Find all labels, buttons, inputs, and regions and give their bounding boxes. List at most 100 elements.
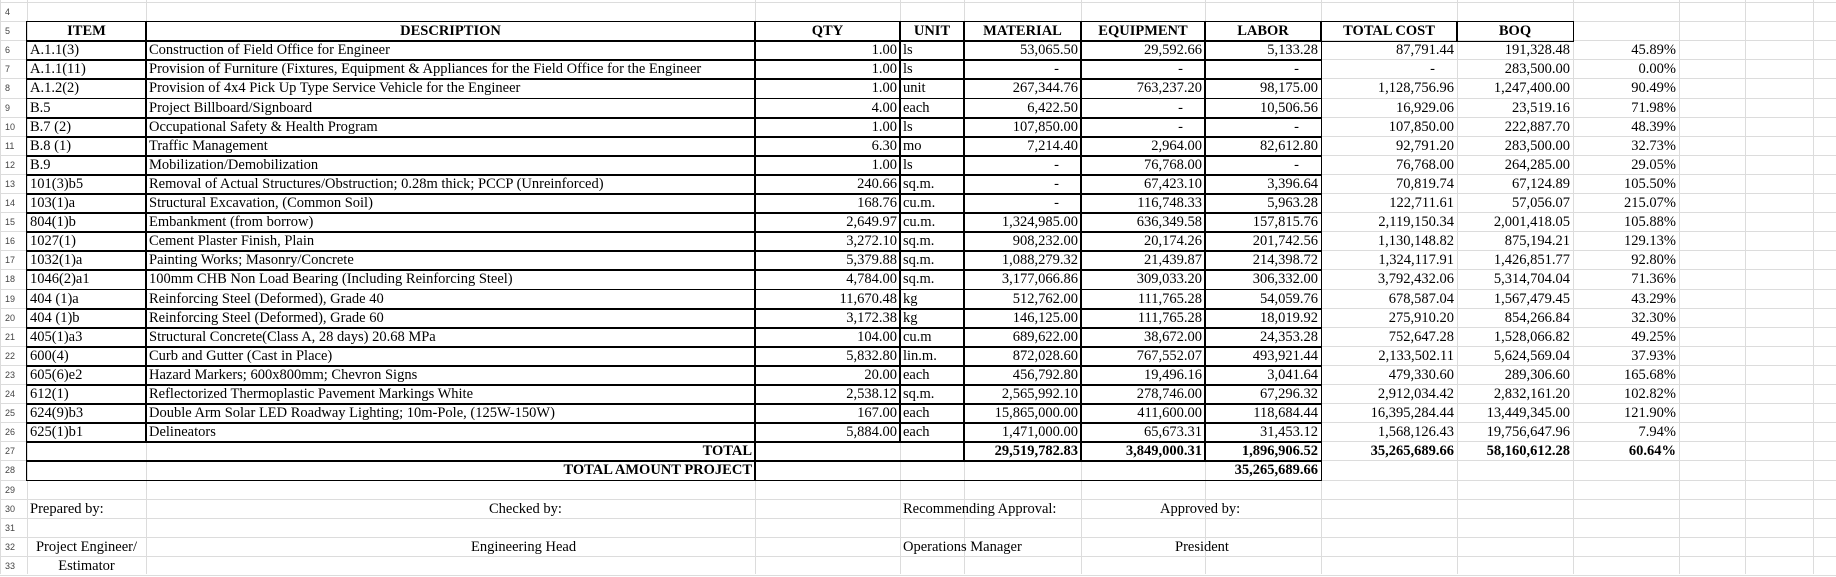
labor-cell[interactable]: 493,921.44 [1204,346,1322,367]
row-number[interactable]: 14 [5,198,16,208]
unit-cell[interactable]: cu.m. [899,212,965,233]
equipment-cell[interactable]: - [1080,98,1206,119]
boq-cell[interactable]: 1,567,479.45 [1493,291,1570,307]
total-cost-cell[interactable]: 1,128,756.96 [1377,80,1454,96]
row-number[interactable]: 10 [5,122,16,132]
total-cost-cell[interactable]: 70,819.74 [1396,176,1454,192]
qty-cell[interactable]: 5,832.80 [754,346,901,367]
material-cell[interactable]: 512,762.00 [963,289,1082,310]
row-number[interactable]: 4 [5,7,11,17]
equipment-cell[interactable]: - [1080,117,1206,138]
percentage-cell[interactable]: 90.49% [1631,80,1676,96]
total-cost-cell[interactable]: 2,119,150.34 [1378,214,1454,230]
description-cell[interactable]: Reinforcing Steel (Deformed), Grade 40 [145,289,756,310]
total-cost-cell[interactable]: 16,395,284.44 [1370,405,1454,421]
material-cell[interactable]: 15,865,000.00 [963,403,1082,424]
item-code-cell[interactable]: B.5 [26,98,147,119]
description-cell[interactable]: Removal of Actual Structures/Obstruction… [145,174,756,195]
item-code-cell[interactable]: B.9 [26,155,147,176]
equipment-cell[interactable]: 309,033.20 [1080,269,1206,290]
qty-cell[interactable]: 6.30 [754,136,901,157]
percentage-cell[interactable]: 105.50% [1624,176,1676,192]
row-number[interactable]: 28 [5,465,16,475]
item-code-cell[interactable]: 404 (1)b [26,308,147,329]
item-code-cell[interactable]: 101(3)b5 [26,174,147,195]
labor-cell[interactable]: 3,041.64 [1204,365,1322,386]
column-header-boq[interactable]: BOQ [1456,21,1574,42]
equipment-cell[interactable]: 19,496.16 [1080,365,1206,386]
description-cell[interactable]: Delineators [145,422,756,443]
boq-cell[interactable]: 1,247,400.00 [1493,80,1570,96]
labor-cell[interactable]: 31,453.12 [1204,422,1322,443]
description-cell[interactable]: Painting Works; Masonry/Concrete [145,250,756,271]
percentage-cell[interactable]: 71.98% [1631,100,1676,116]
percentage-cell[interactable]: 165.68% [1624,367,1676,383]
total-cost-cell[interactable]: 275,910.20 [1388,310,1454,326]
qty-cell[interactable]: 240.66 [754,174,901,195]
equipment-cell[interactable]: 20,174.26 [1080,231,1206,252]
row-number[interactable]: 26 [5,427,16,437]
row-number[interactable]: 24 [5,389,16,399]
item-code-cell[interactable]: 625(1)b1 [26,422,147,443]
total-cost-cell[interactable]: 3,792,432.06 [1377,271,1454,287]
material-cell[interactable]: - [963,193,1082,214]
qty-cell[interactable]: 168.76 [754,193,901,214]
item-code-cell[interactable]: 1046(2)a1 [26,269,147,290]
labor-cell[interactable]: - [1204,59,1322,80]
item-code-cell[interactable]: 804(1)b [26,212,147,233]
qty-cell[interactable]: 1.00 [754,78,901,99]
item-code-cell[interactable]: A.1.1(11) [26,59,147,80]
row-number[interactable]: 32 [5,542,16,552]
material-cell[interactable]: 1,471,000.00 [963,422,1082,443]
boq-cell[interactable]: 222,887.70 [1504,119,1570,135]
unit-cell[interactable]: kg [899,289,965,310]
qty-cell[interactable]: 5,884.00 [754,422,901,443]
equipment-cell[interactable]: - [1080,59,1206,80]
total-cost-cell[interactable]: 76,768.00 [1396,157,1454,173]
description-cell[interactable]: Provision of 4x4 Pick Up Type Service Ve… [145,78,756,99]
equipment-cell[interactable]: 76,768.00 [1080,155,1206,176]
unit-cell[interactable]: ls [899,155,965,176]
row-number[interactable]: 19 [5,294,16,304]
qty-cell[interactable]: 104.00 [754,327,901,348]
row-number[interactable]: 15 [5,217,16,227]
item-code-cell[interactable]: B.7 (2) [26,117,147,138]
percentage-cell[interactable]: 49.25% [1631,329,1676,345]
unit-cell[interactable]: sq.m. [899,174,965,195]
description-cell[interactable]: Traffic Management [145,136,756,157]
total-cost-cell[interactable]: 1,324,117.91 [1378,252,1454,268]
material-cell[interactable]: 872,028.60 [963,346,1082,367]
item-code-cell[interactable]: 605(6)e2 [26,365,147,386]
qty-cell[interactable]: 20.00 [754,365,901,386]
total-boq[interactable]: 58,160,612.28 [1486,443,1570,459]
labor-cell[interactable]: 118,684.44 [1204,403,1322,424]
percentage-cell[interactable]: 0.00% [1638,61,1676,77]
labor-cell[interactable]: 306,332.00 [1204,269,1322,290]
item-code-cell[interactable]: 405(1)a3 [26,327,147,348]
boq-cell[interactable]: 57,056.07 [1512,195,1570,211]
qty-cell[interactable]: 1.00 [754,40,901,61]
unit-cell[interactable]: lin.m. [899,346,965,367]
equipment-cell[interactable]: 636,349.58 [1080,212,1206,233]
material-cell[interactable]: 908,232.00 [963,231,1082,252]
item-code-cell[interactable]: 404 (1)a [26,289,147,310]
description-cell[interactable]: Reflectorized Thermoplastic Pavement Mar… [145,384,756,405]
labor-cell[interactable]: 157,815.76 [1204,212,1322,233]
percentage-cell[interactable]: 29.05% [1631,157,1676,173]
boq-cell[interactable]: 854,266.84 [1504,310,1570,326]
row-number[interactable]: 6 [5,45,11,55]
labor-cell[interactable]: 3,396.64 [1204,174,1322,195]
boq-cell[interactable]: 23,519.16 [1512,100,1570,116]
total-percentage[interactable]: 60.64% [1628,443,1676,459]
percentage-cell[interactable]: 129.13% [1624,233,1676,249]
row-number[interactable]: 13 [5,179,16,189]
unit-cell[interactable]: mo [899,136,965,157]
total-cost-cell[interactable]: 752,647.28 [1388,329,1454,345]
percentage-cell[interactable]: 37.93% [1631,348,1676,364]
boq-cell[interactable]: 289,306.60 [1504,367,1570,383]
qty-cell[interactable]: 4.00 [754,98,901,119]
description-cell[interactable]: Project Billboard/Signboard [145,98,756,119]
row-number[interactable]: 7 [5,64,11,74]
percentage-cell[interactable]: 105.88% [1624,214,1676,230]
unit-cell[interactable]: ls [899,117,965,138]
